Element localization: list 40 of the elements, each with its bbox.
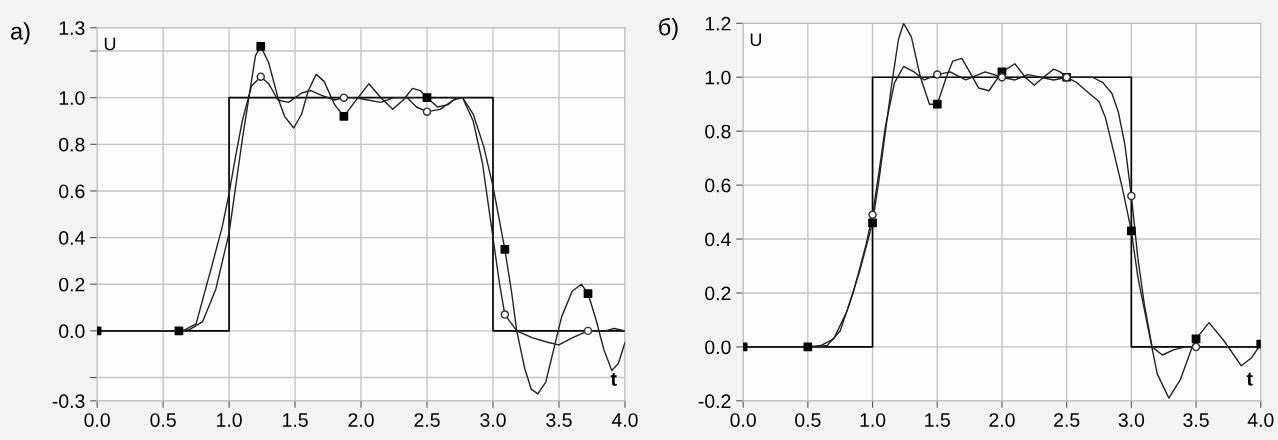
y-tick-label: 0.6 (59, 184, 85, 199)
x-tick-label: 2.5 (414, 413, 440, 427)
x-axis-title: t (1246, 372, 1253, 386)
x-tick-label: 3.0 (480, 413, 506, 427)
y-tick-label: -0.3 (52, 394, 85, 409)
y-tick-label: 0.0 (59, 324, 85, 339)
x-tick-label: 3.0 (1118, 413, 1145, 427)
y-tick-label: 0.2 (59, 277, 85, 292)
x-tick-label: 2.0 (989, 413, 1015, 427)
x-tick-label: 1.0 (217, 413, 242, 427)
x-tick-label: 1.5 (925, 413, 950, 427)
y-tick-label: 0.4 (59, 231, 85, 245)
chart-title: а) (11, 22, 30, 45)
x-tick-label: 3.5 (1183, 413, 1209, 427)
y-tick-label: 0.8 (59, 137, 85, 152)
x-tick-label: 0.5 (150, 413, 176, 427)
x-axis-title: t (610, 372, 617, 386)
y-tick-label: 0.4 (705, 232, 731, 247)
x-tick-label: 0.0 (84, 413, 110, 427)
y-tick-label: 1.0 (705, 70, 731, 85)
y-tick-label: 0.2 (705, 286, 731, 301)
x-tick-label: 2.0 (348, 413, 374, 427)
y-tick-label: 0.0 (705, 340, 731, 355)
x-tick-label: 4.0 (1247, 413, 1274, 427)
x-tick-label: 3.5 (546, 413, 572, 427)
y-tick-label: 1.2 (705, 16, 731, 31)
x-tick-label: 4.0 (611, 413, 638, 427)
y-tick-label: 1.0 (59, 91, 85, 105)
y-tick-label: 1.3 (59, 21, 85, 35)
y-axis-title: U (750, 33, 762, 47)
y-tick-label: 0.8 (705, 124, 731, 139)
x-tick-label: 1.5 (283, 413, 308, 427)
chart-title: б) (659, 17, 678, 41)
x-tick-label: 1.0 (860, 413, 886, 427)
x-tick-label: 0.5 (795, 413, 821, 427)
y-tick-label: 0.6 (705, 178, 731, 193)
x-tick-label: 0.0 (730, 413, 756, 427)
y-tick-label: -0.2 (698, 394, 731, 409)
x-tick-label: 2.5 (1054, 413, 1080, 427)
y-axis-title: U (104, 37, 116, 51)
